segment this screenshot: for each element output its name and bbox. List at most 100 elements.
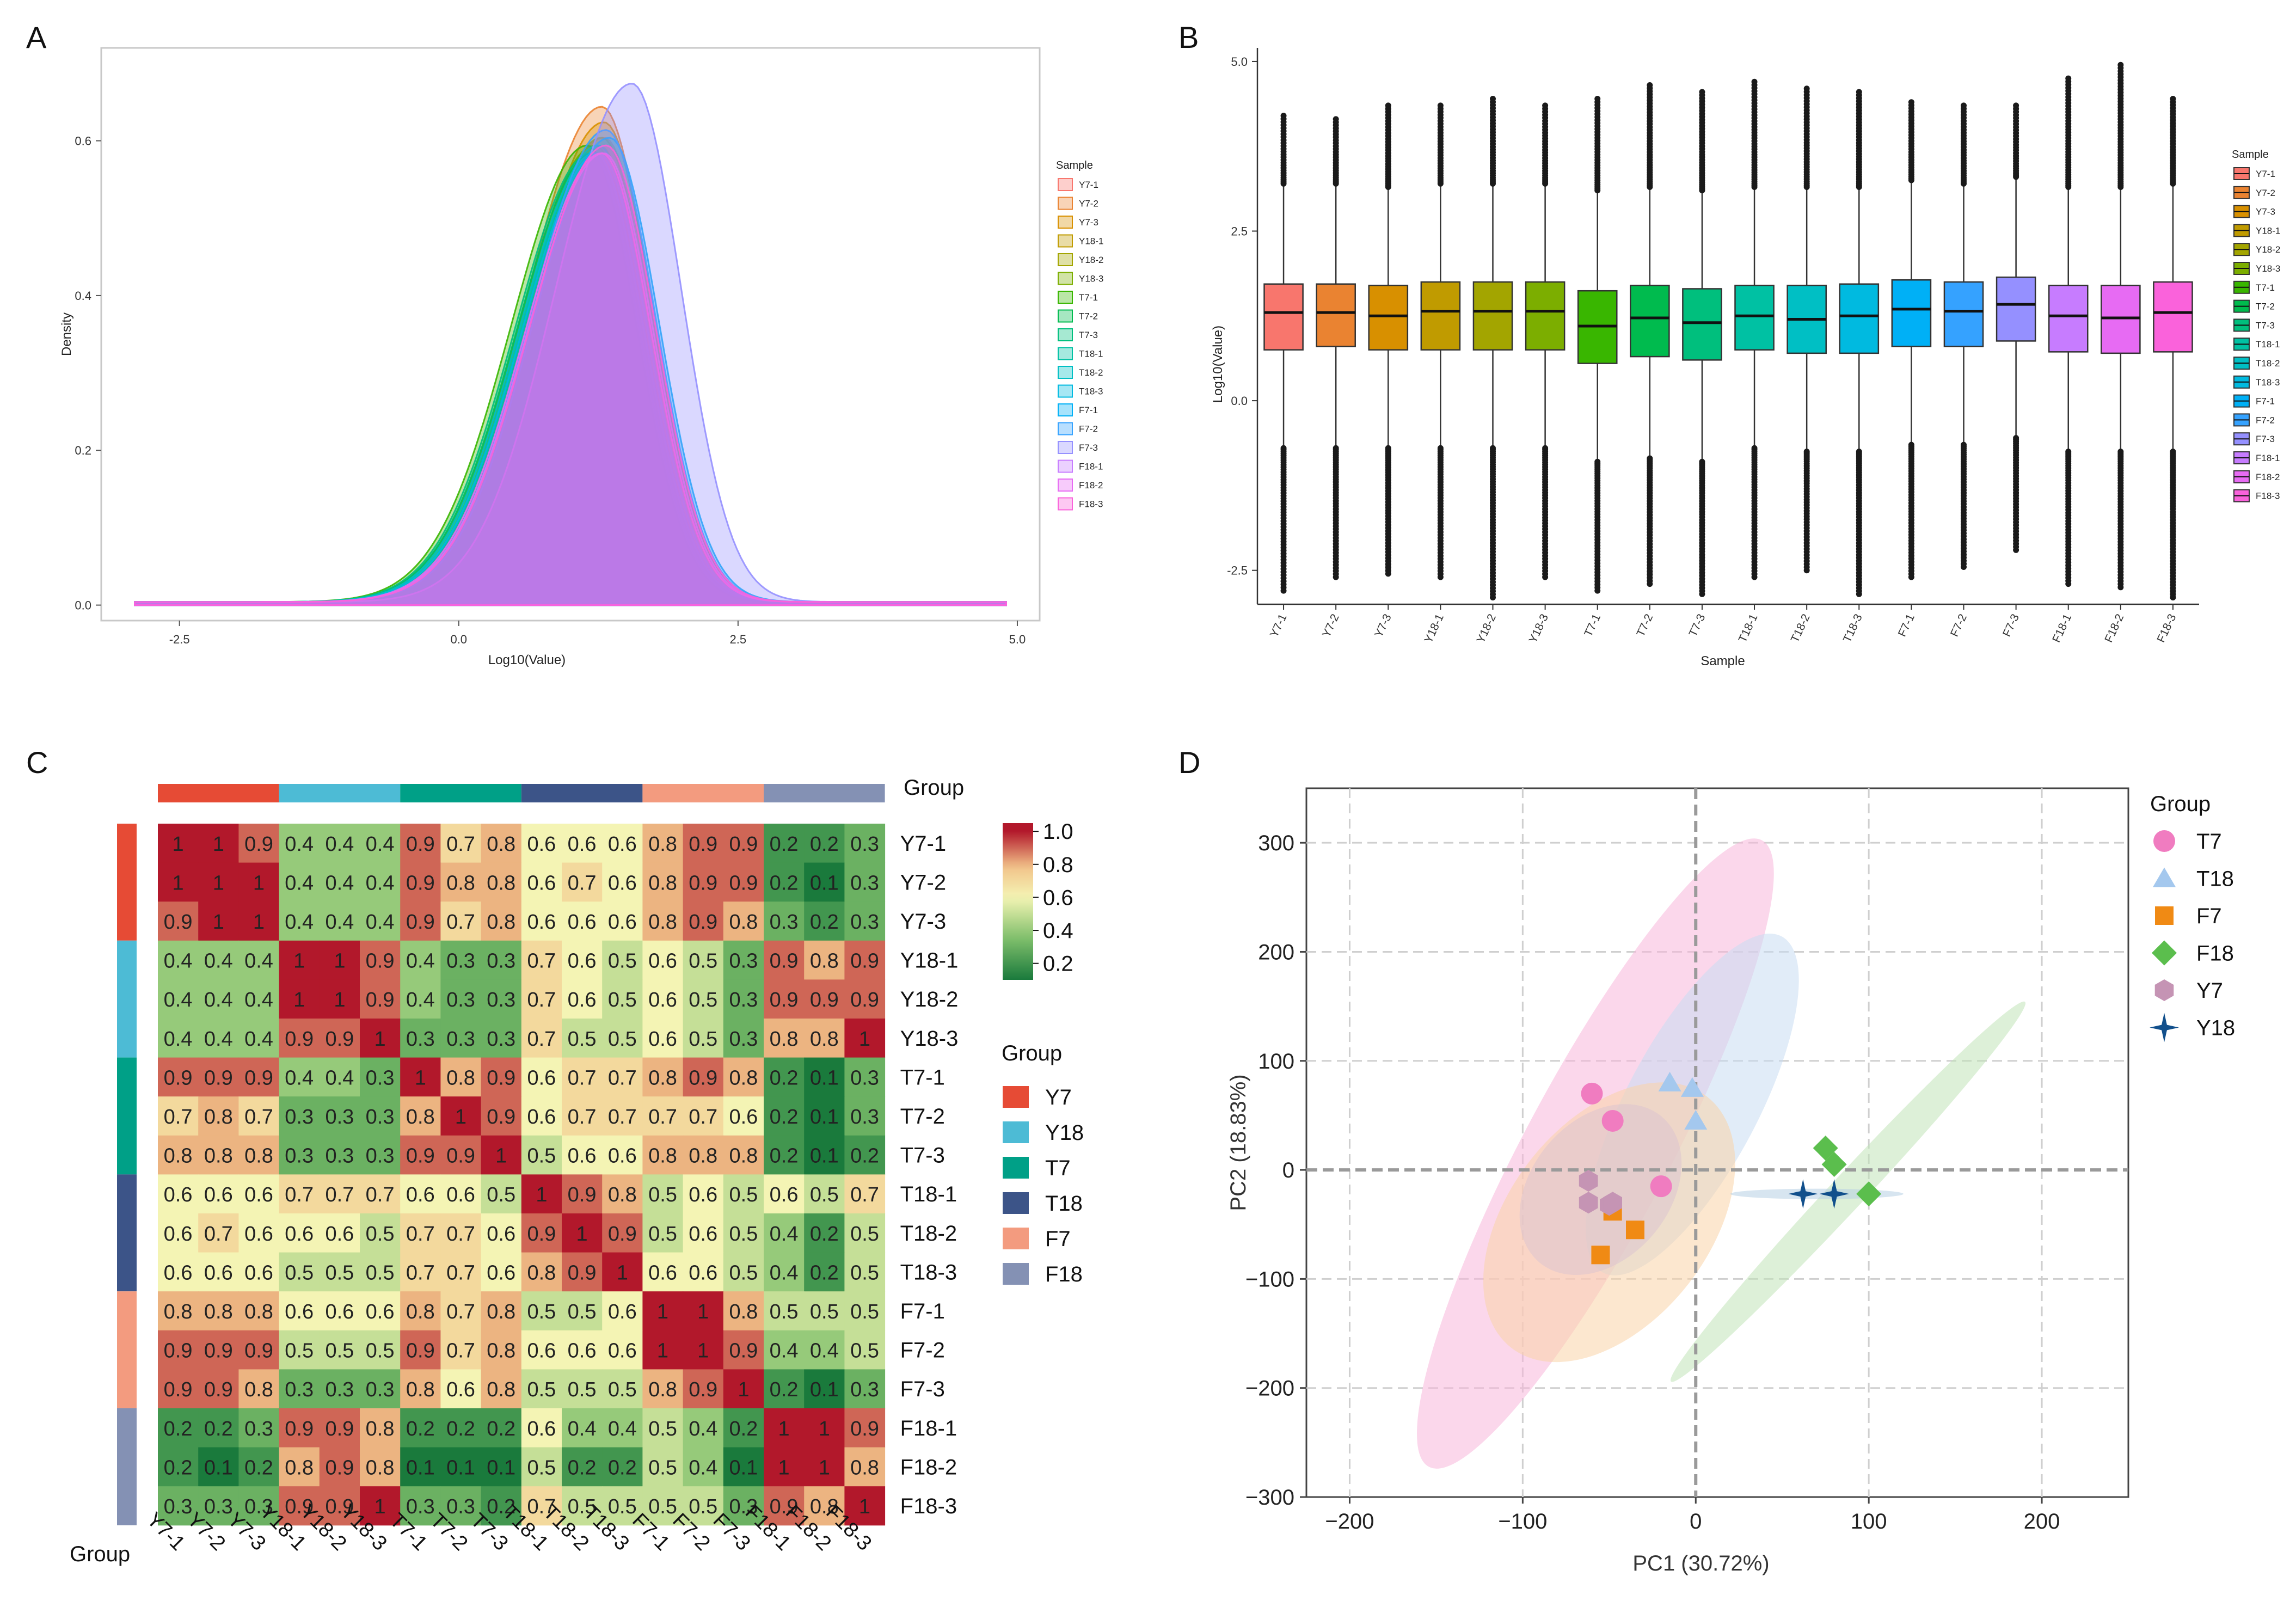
heatmap-cell-value: 1 [173,833,184,856]
heatmap-cell-value: 0.9 [366,950,395,973]
heatmap-cell-value: 0.5 [810,1183,839,1206]
heatmap-cell [360,1213,401,1253]
heatmap-cell-value: 1 [697,1301,709,1323]
heatmap-cell-value: 0.4 [285,1066,314,1089]
heatmap-cell-value: 0.4 [244,1028,273,1051]
heatmap-cell [279,1291,320,1331]
box-iqr [1891,279,1932,347]
b-ylabel: Log10(Value) [1211,326,1225,403]
heatmap-cell-value: 0.3 [204,1495,233,1518]
heatmap-cell [400,1330,441,1370]
heatmap-cell [723,1447,764,1487]
heatmap-cell-value: 0.3 [325,1378,354,1401]
heatmap-cell-value: 0.6 [648,1028,677,1051]
d-xtick-label: 100 [1851,1510,1887,1534]
panel-a-density: -2.5 0.0 2.5 5.0 0.0 0.2 0.4 0.6 Log10(Value) Den… [59,47,1103,667]
heatmap-cell [764,1019,805,1058]
heatmap-cell [238,1486,280,1526]
b-legend-label-f18-3: F18-3 [2256,491,2280,501]
b-xtick-label: T7-1 [1582,612,1603,639]
heatmap-cell-value: 1 [778,1418,790,1440]
heatmap-cell-value: 0.9 [244,1340,273,1363]
heatmap-cell [238,1252,280,1292]
heatmap-cell [844,1447,886,1487]
heatmap-cell [804,940,845,980]
heatmap-cell [279,1408,320,1448]
heatmap-cell [804,1408,845,1448]
heatmap-cell-value: 0.3 [406,1495,435,1518]
b-xtick-label: Y18-2 [1475,612,1499,645]
box-iqr [1263,283,1304,351]
heatmap-cell [602,940,643,980]
heatmap-cell-value: 1 [819,1456,830,1479]
heatmap-cell [158,1486,199,1526]
heatmap-cell [683,1019,724,1058]
heatmap-cell-value: 0.4 [366,833,395,856]
heatmap-cell-value: 0.4 [164,1028,193,1051]
heatmap-cell [279,824,320,863]
box-iqr [1368,284,1409,351]
b-legend-label-y18-2: Y18-2 [2256,244,2280,255]
heatmap-cell-value: 0.9 [770,989,799,1011]
heatmap-row-label: F18-3 [900,1494,957,1518]
heatmap-cell [642,1213,684,1253]
heatmap-cell-value: 0.2 [850,1145,879,1168]
heatmap-cell-value: 0.3 [487,950,515,973]
heatmap-cell [602,1057,643,1097]
d-ytick-label: 100 [1258,1050,1294,1074]
colorbar [1003,823,1033,980]
heatmap-cell [360,1486,401,1526]
heatmap-cell-value: 0.9 [325,1456,354,1479]
heatmap-cell [521,940,562,980]
a-legend-label-t7-1: T7-1 [1079,292,1098,303]
heatmap-cell-value: 0.8 [446,872,475,894]
heatmap-cell-value: 0.2 [810,1261,839,1284]
heatmap-cell [440,979,482,1019]
heatmap-cell [158,1369,199,1409]
heatmap-cell [683,1486,724,1526]
heatmap-cell-value: 0.2 [770,1145,799,1168]
heatmap-cell-value: 0.9 [406,1145,435,1168]
box-y18-2 [1472,96,1513,600]
a-legend-swatch-t18-1 [1058,347,1073,360]
heatmap-cell-value: 1 [657,1301,668,1323]
heatmap-cell-value: 0.1 [446,1456,475,1479]
d-legend-label-y18: Y18 [2196,1016,2235,1040]
heatmap-cell-value: 0.3 [244,1495,273,1518]
heatmap-cell-value: 0.8 [810,1028,839,1051]
heatmap-cell [400,1174,441,1214]
heatmap-cell-value: 0.7 [446,833,475,856]
box-iqr [1839,283,1880,354]
heatmap-cell-value: 0.9 [204,1378,233,1401]
heatmap-cell [844,1057,886,1097]
heatmap-cell [238,1291,280,1331]
heatmap-cell-value: 0.9 [244,1066,273,1089]
heatmap-cell-value: 1 [173,872,184,894]
side-group-bar-t7 [117,1057,137,1175]
heatmap-cell-value: 0.3 [446,989,475,1011]
heatmap-cell-value: 0.5 [527,1145,556,1168]
heatmap-cell [602,1291,643,1331]
heatmap-cell [238,1369,280,1409]
heatmap-cell [481,1174,522,1214]
heatmap-cell [804,1135,845,1175]
heatmap-cell [683,1213,724,1253]
heatmap-cell [562,1213,603,1253]
heatmap-cell [642,824,684,863]
heatmap-cell [360,1174,401,1214]
a-ytick-label: 0.4 [75,289,91,303]
heatmap-cell-value: 0.6 [689,1223,717,1246]
a-xtick-label: 5.0 [1009,633,1026,646]
heatmap-cell [521,1019,562,1058]
heatmap-cell-value: 0.3 [770,911,799,934]
heatmap-cell-value: 0.3 [446,950,475,973]
heatmap-cell-value: 0.2 [487,1495,515,1518]
pca-point-t7 [1601,1109,1624,1132]
heatmap-row-label: T18-1 [900,1182,957,1206]
heatmap-cell [844,1369,886,1409]
heatmap-cell-value: 0.3 [325,1145,354,1168]
heatmap-cell-value: 0.6 [689,1261,717,1284]
heatmap-cell-value: 1 [293,950,305,973]
heatmap-cell-value: 0.9 [729,1340,758,1363]
